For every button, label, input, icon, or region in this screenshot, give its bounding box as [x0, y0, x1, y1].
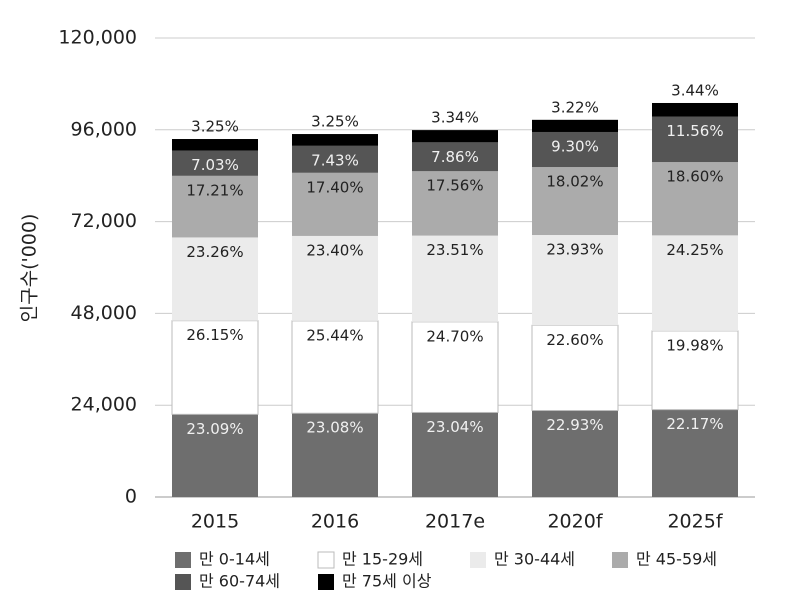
legend-swatch [470, 552, 486, 568]
data-label: 23.08% [306, 419, 363, 437]
bar-segment [292, 413, 378, 497]
legend-swatch [175, 552, 191, 568]
bar-segment [652, 235, 738, 331]
data-label: 24.70% [426, 327, 483, 345]
x-tick-label: 2025f [667, 511, 723, 533]
data-label: 26.15% [186, 326, 243, 344]
data-label: 3.22% [551, 98, 599, 116]
bar-segment [291, 320, 379, 414]
y-tick-label: 72,000 [71, 210, 137, 232]
bar-segment [652, 409, 738, 497]
data-label: 18.02% [546, 173, 603, 191]
y-tick-label: 120,000 [58, 27, 137, 49]
bar-segment [532, 235, 618, 326]
bar-segment [412, 171, 498, 236]
data-label: 23.04% [426, 418, 483, 436]
bar-segment [292, 235, 378, 321]
data-label: 7.43% [311, 151, 359, 169]
legend-label: 만 75세 이상 [342, 572, 432, 591]
data-label: 3.44% [671, 81, 719, 99]
legend-swatch [318, 574, 334, 590]
data-label: 18.60% [666, 168, 723, 186]
data-label: 17.21% [186, 181, 243, 199]
data-label: 11.56% [666, 122, 723, 140]
legend-label: 만 60-74세 [199, 572, 280, 591]
bar-segment [412, 235, 498, 322]
legend-swatch [612, 552, 628, 568]
data-label: 3.34% [431, 109, 479, 127]
bar-segment [172, 237, 258, 321]
data-label: 17.40% [306, 178, 363, 196]
bar-segment [172, 139, 258, 151]
data-label: 22.17% [666, 415, 723, 433]
x-tick-label: 2015 [191, 511, 239, 533]
data-label: 19.98% [666, 336, 723, 354]
bar-segment [651, 330, 739, 411]
data-label: 25.44% [306, 326, 363, 344]
y-axis-label: 인구수('000) [19, 214, 41, 323]
bar-segment [292, 172, 378, 236]
bar-segment [411, 321, 499, 413]
data-label: 22.93% [546, 416, 603, 434]
legend-swatch [175, 574, 191, 590]
bar-segment [532, 119, 618, 132]
y-tick-label: 96,000 [71, 118, 137, 140]
bar-segment [171, 320, 259, 415]
bar-segment [652, 162, 738, 236]
data-label: 23.51% [426, 241, 483, 259]
bar-segment [532, 131, 618, 168]
bar-segment [532, 410, 618, 497]
bar-segment [172, 414, 258, 497]
bar-segment [292, 145, 378, 173]
x-tick-label: 2020f [547, 511, 603, 533]
y-tick-label: 0 [125, 486, 137, 508]
x-tick-label: 2016 [311, 511, 359, 533]
data-label: 24.25% [666, 241, 723, 259]
legend-label: 만 0-14세 [199, 550, 270, 569]
bar-segment [412, 412, 498, 497]
y-tick-label: 48,000 [71, 302, 137, 324]
bar-segment [531, 324, 619, 412]
bar-segment [412, 130, 498, 143]
data-label: 23.93% [546, 241, 603, 259]
data-label: 17.56% [426, 177, 483, 195]
bar-segment [172, 150, 258, 176]
data-label: 7.03% [191, 156, 239, 174]
bar-segment [652, 116, 738, 163]
bar-segment [172, 175, 258, 238]
data-label: 23.09% [186, 420, 243, 438]
legend-label: 만 15-29세 [342, 550, 423, 569]
bar-segment [292, 134, 378, 146]
bar-segment [532, 167, 618, 236]
legend-swatch [317, 551, 335, 569]
data-label: 23.40% [306, 241, 363, 259]
data-label: 3.25% [191, 118, 239, 136]
data-label: 3.25% [311, 113, 359, 131]
bar-segment [412, 142, 498, 172]
y-tick-label: 24,000 [71, 394, 137, 416]
bar-segment [652, 102, 738, 117]
data-label: 9.30% [551, 137, 599, 155]
data-label: 23.26% [186, 243, 243, 261]
legend-label: 만 30-44세 [494, 550, 575, 569]
data-label: 22.60% [546, 331, 603, 349]
x-tick-label: 2017e [425, 511, 485, 533]
legend-label: 만 45-59세 [636, 550, 717, 569]
data-label: 7.86% [431, 148, 479, 166]
